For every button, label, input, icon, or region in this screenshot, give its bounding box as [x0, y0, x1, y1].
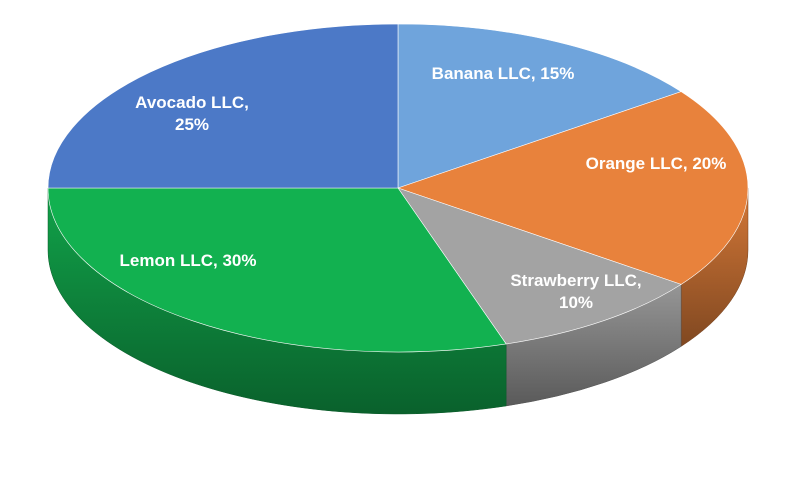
slice-label-banana-llc: Banana LLC, 15%	[432, 64, 575, 83]
pie-slice-avocado-llc	[47, 23, 399, 189]
slice-label-strawberry-llc: Strawberry LLC, 10%	[510, 271, 641, 312]
slice-label-lemon-llc: Lemon LLC, 30%	[120, 251, 257, 270]
pie-slice-labels: Banana LLC, 15% Orange LLC, 20% Strawberry…	[120, 64, 727, 312]
pie-slice-orange-llc	[397, 91, 749, 285]
pie-slice-lemon-llc	[47, 187, 507, 353]
pie-top-faces	[47, 23, 749, 353]
pie-slice-banana-llc	[397, 23, 682, 189]
slice-label-orange-llc: Orange LLC, 20%	[586, 154, 727, 173]
slice-label-avocado-llc: Avocado LLC, 25%	[135, 93, 249, 134]
pie-slice-strawberry-llc	[397, 187, 682, 345]
